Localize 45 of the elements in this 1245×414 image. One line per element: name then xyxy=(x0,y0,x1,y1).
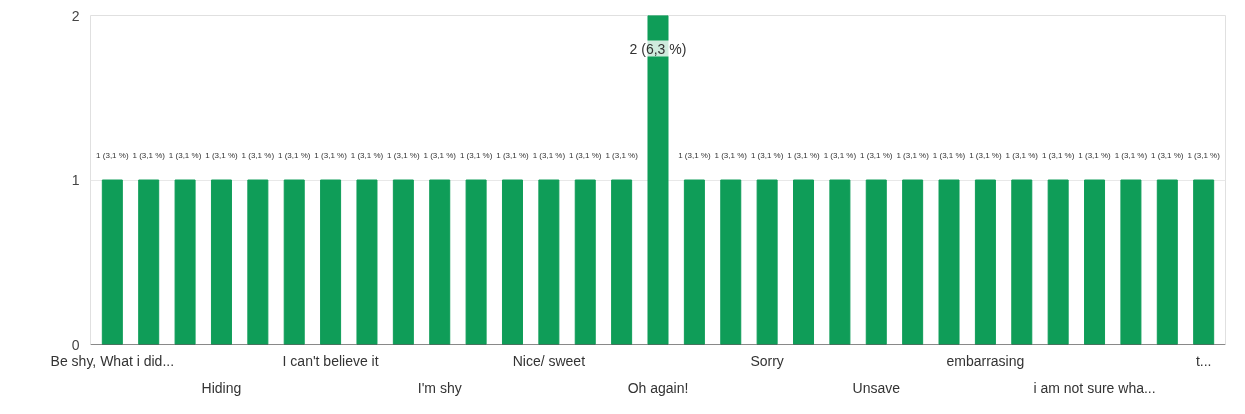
data-label: 1 (3,1 %) xyxy=(1187,151,1221,160)
y-tick-label: 2 xyxy=(71,7,80,24)
y-tick-label: 0 xyxy=(71,336,80,353)
data-label: 1 (3,1 %) xyxy=(787,151,821,160)
data-label: 1 (3,1 %) xyxy=(459,151,493,160)
data-label: 1 (3,1 %) xyxy=(387,151,420,160)
x-tick-label: Oh again! xyxy=(627,379,689,396)
data-label: 1 (3,1 %) xyxy=(350,151,384,160)
x-tick-label: Unsave xyxy=(852,379,901,396)
data-label: 1 (3,1 %) xyxy=(1078,151,1112,160)
x-tick-label: embarrasing xyxy=(946,352,1025,369)
x-tick-label: Be shy, What i did... xyxy=(50,352,175,369)
x-tick-label: Hiding xyxy=(201,379,242,396)
data-label: 1 (3,1 %) xyxy=(496,151,530,160)
data-label: 1 (3,1 %) xyxy=(205,151,239,160)
x-tick-label: t... xyxy=(1195,352,1212,369)
x-tick-label: Nice/ sweet xyxy=(512,352,586,369)
data-label: 1 (3,1 %) xyxy=(532,151,566,160)
data-label: 1 (3,1 %) xyxy=(1005,151,1039,160)
x-tick-label: Sorry xyxy=(750,352,784,369)
x-tick-label: I'm shy xyxy=(417,379,462,396)
data-label: 1 (3,1 %) xyxy=(678,151,711,160)
data-label: 1 (3,1 %) xyxy=(969,151,1002,160)
data-label: 1 (3,1 %) xyxy=(1151,151,1184,160)
data-label: 1 (3,1 %) xyxy=(1114,151,1148,160)
data-label: 1 (3,1 %) xyxy=(241,151,275,160)
x-tick-label: i am not sure wha... xyxy=(1033,379,1156,396)
data-label: 1 (3,1 %) xyxy=(168,151,202,160)
data-label: 1 (3,1 %) xyxy=(132,151,166,160)
y-tick-label: 1 xyxy=(71,172,80,188)
data-label: 1 (3,1 %) xyxy=(277,151,311,160)
data-label: 1 (3,1 %) xyxy=(314,151,348,160)
data-label: 1 (3,1 %) xyxy=(605,151,639,160)
data-label: 1 (3,1 %) xyxy=(823,151,857,160)
data-label: 1 (3,1 %) xyxy=(932,151,966,160)
data-label: 1 (3,1 %) xyxy=(569,151,602,160)
data-label: 1 (3,1 %) xyxy=(96,151,129,160)
data-label: 1 (3,1 %) xyxy=(1041,151,1075,160)
data-label: 2 (6,3 %) xyxy=(629,40,687,57)
data-label: 1 (3,1 %) xyxy=(714,151,748,160)
data-label: 1 (3,1 %) xyxy=(860,151,893,160)
data-label: 1 (3,1 %) xyxy=(750,151,784,160)
x-tick-label: I can't believe it xyxy=(282,352,379,369)
data-label: 1 (3,1 %) xyxy=(423,151,457,160)
data-label: 1 (3,1 %) xyxy=(896,151,930,160)
